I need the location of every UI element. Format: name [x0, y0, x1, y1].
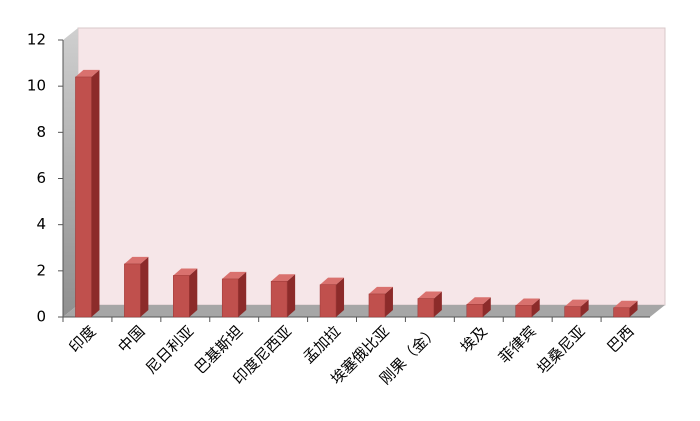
bar-face [417, 298, 435, 318]
bar-face [173, 268, 198, 276]
y-tick-label: 8 [36, 123, 46, 141]
bar-face [75, 69, 100, 77]
floor [63, 305, 665, 317]
x-tick-label: 印度 [66, 322, 100, 356]
bar-face [613, 300, 638, 308]
bar [564, 299, 589, 318]
x-tick-label: 埃及 [457, 322, 491, 356]
bar-face [173, 275, 190, 318]
bar-face [238, 271, 247, 317]
y-tick-label: 10 [27, 77, 46, 95]
y-tick-label: 4 [36, 215, 46, 233]
bar-face [189, 268, 198, 317]
bar-face [319, 284, 337, 318]
bar-face [564, 299, 589, 307]
bar-face [629, 300, 638, 317]
bar-face [221, 278, 239, 318]
y-tick-label: 6 [36, 169, 46, 187]
y-tick-label: 0 [36, 308, 46, 326]
x-tick-label: 菲律宾 [495, 322, 540, 367]
bar-face [124, 263, 141, 318]
bar [368, 286, 393, 318]
bar-face [482, 297, 491, 317]
bar-face [320, 277, 345, 285]
bar-face [75, 76, 92, 318]
bar [270, 274, 296, 318]
bar-face [515, 305, 532, 318]
bar [417, 291, 442, 318]
x-tick-label: 坦桑尼亚 [533, 322, 588, 377]
bar-face [515, 298, 540, 306]
bar-face [140, 256, 149, 317]
x-tick-label: 中国 [114, 322, 148, 356]
bar-face [466, 297, 491, 305]
bar-face [384, 286, 393, 317]
bar-face [417, 291, 442, 299]
y-tick-label: 2 [36, 261, 46, 279]
bar [221, 271, 247, 318]
bar [466, 297, 491, 318]
bar-face [580, 299, 589, 317]
bar-face [271, 274, 296, 282]
bar-face [91, 69, 100, 317]
x-tick-label: 巴西 [604, 322, 638, 356]
bar-face [222, 271, 247, 279]
bar-face [287, 274, 296, 317]
bar-face [336, 277, 345, 317]
bar-face [368, 286, 393, 294]
bar-face [531, 298, 540, 317]
back-wall [77, 27, 666, 306]
bar-face [613, 307, 630, 318]
x-tick-label: 孟加拉 [299, 322, 344, 367]
bar [124, 256, 149, 318]
bar [75, 69, 100, 318]
bar-face [270, 280, 288, 318]
x-tick-label: 尼日利亚 [142, 322, 197, 377]
bar [613, 300, 638, 318]
bar [319, 277, 345, 318]
bar-face [564, 306, 581, 318]
bar-face [466, 304, 484, 318]
bar-face [124, 256, 149, 264]
bar-face [433, 291, 442, 317]
side-wall [63, 28, 78, 317]
bar [515, 298, 540, 318]
y-tick-label: 12 [27, 31, 46, 49]
bar [173, 268, 198, 318]
bar-face [368, 293, 386, 318]
